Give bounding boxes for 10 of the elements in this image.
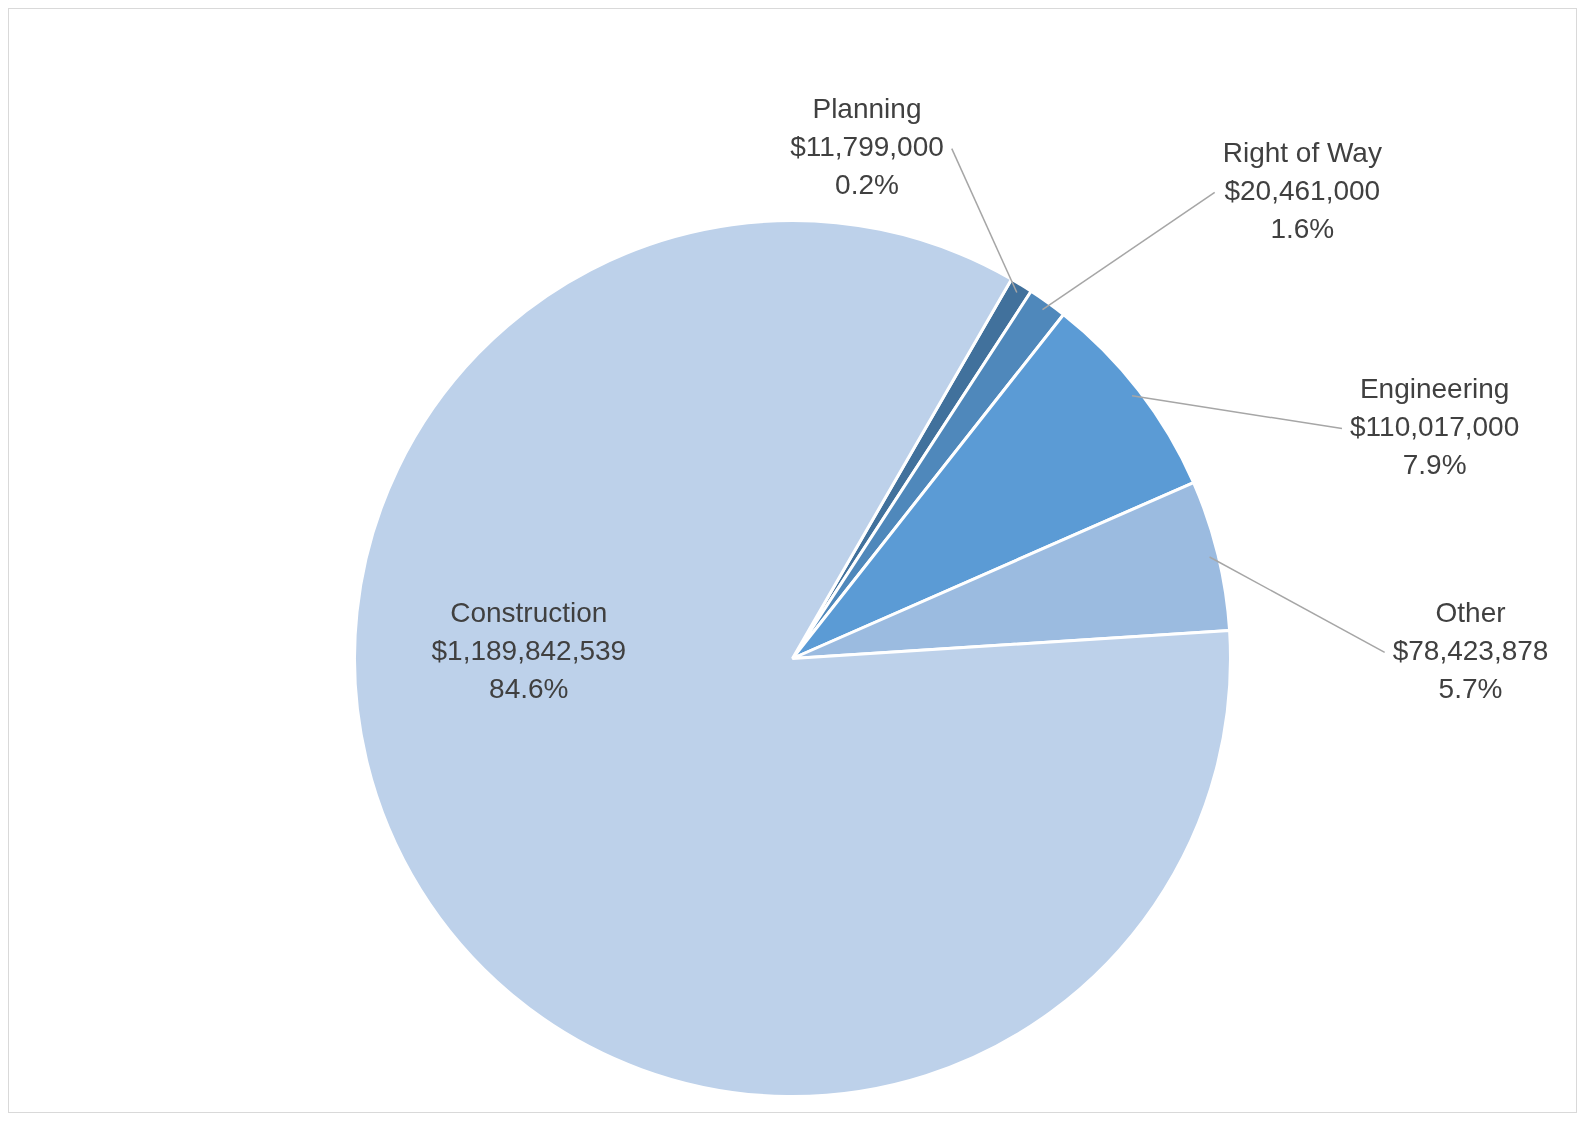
slice-label: Construction bbox=[450, 597, 608, 629]
slice-label: Engineering bbox=[1359, 373, 1510, 405]
slice-label: Planning bbox=[812, 93, 922, 125]
data-label: $78,423,878 5.7% bbox=[1392, 635, 1549, 705]
data-label: $20,461,000 1.6% bbox=[1224, 175, 1381, 245]
slice-label: Other bbox=[1435, 597, 1506, 629]
data-label: $11,799,000 0.2% bbox=[790, 131, 944, 201]
slice-label: Right of Way bbox=[1222, 137, 1382, 169]
data-label: $110,017,000 7.9% bbox=[1350, 411, 1520, 481]
data-label: $1,189,842,539 84.6% bbox=[431, 635, 627, 705]
